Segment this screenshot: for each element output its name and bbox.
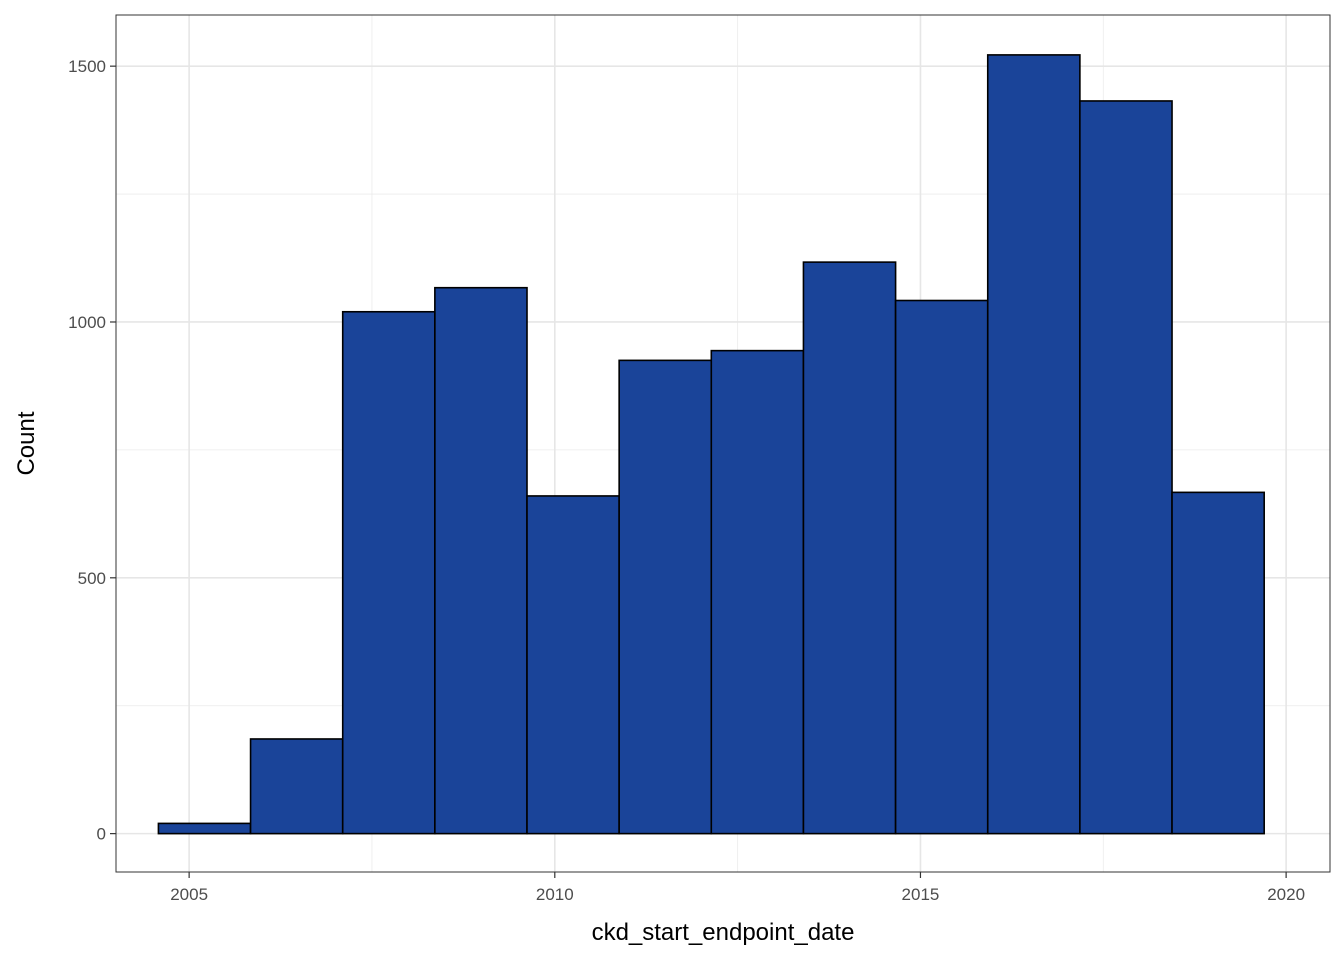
y-tick-label: 500 xyxy=(78,569,106,588)
x-tick-label: 2020 xyxy=(1267,885,1305,904)
histogram-bar xyxy=(434,286,528,835)
histogram-bar xyxy=(986,54,1081,835)
y-tick-label: 0 xyxy=(97,825,106,844)
histogram-bar xyxy=(1171,491,1265,835)
x-tick-label: 2015 xyxy=(902,885,940,904)
histogram-bar xyxy=(894,299,989,835)
y-tick-label: 1500 xyxy=(68,57,106,76)
y-axis-title: Count xyxy=(13,411,40,475)
y-axis: 0 500 1000 1500 xyxy=(68,57,116,844)
histogram-bar xyxy=(618,359,713,835)
histogram-bar xyxy=(1079,100,1173,835)
x-tick-label: 2005 xyxy=(170,885,208,904)
histogram-bar xyxy=(249,738,344,835)
x-axis-title: ckd_start_endpoint_date xyxy=(592,919,855,946)
panel-border xyxy=(115,14,1331,873)
histogram-bar xyxy=(802,261,897,835)
histogram-bar xyxy=(526,495,620,835)
x-tick-label: 2010 xyxy=(536,885,574,904)
x-axis: 2005 2010 2015 2020 xyxy=(170,872,1305,904)
histogram-bar xyxy=(710,349,805,835)
bars xyxy=(157,54,1265,835)
histogram-bar xyxy=(157,822,252,835)
y-tick-label: 1000 xyxy=(68,313,106,332)
histogram-bar xyxy=(341,310,436,835)
